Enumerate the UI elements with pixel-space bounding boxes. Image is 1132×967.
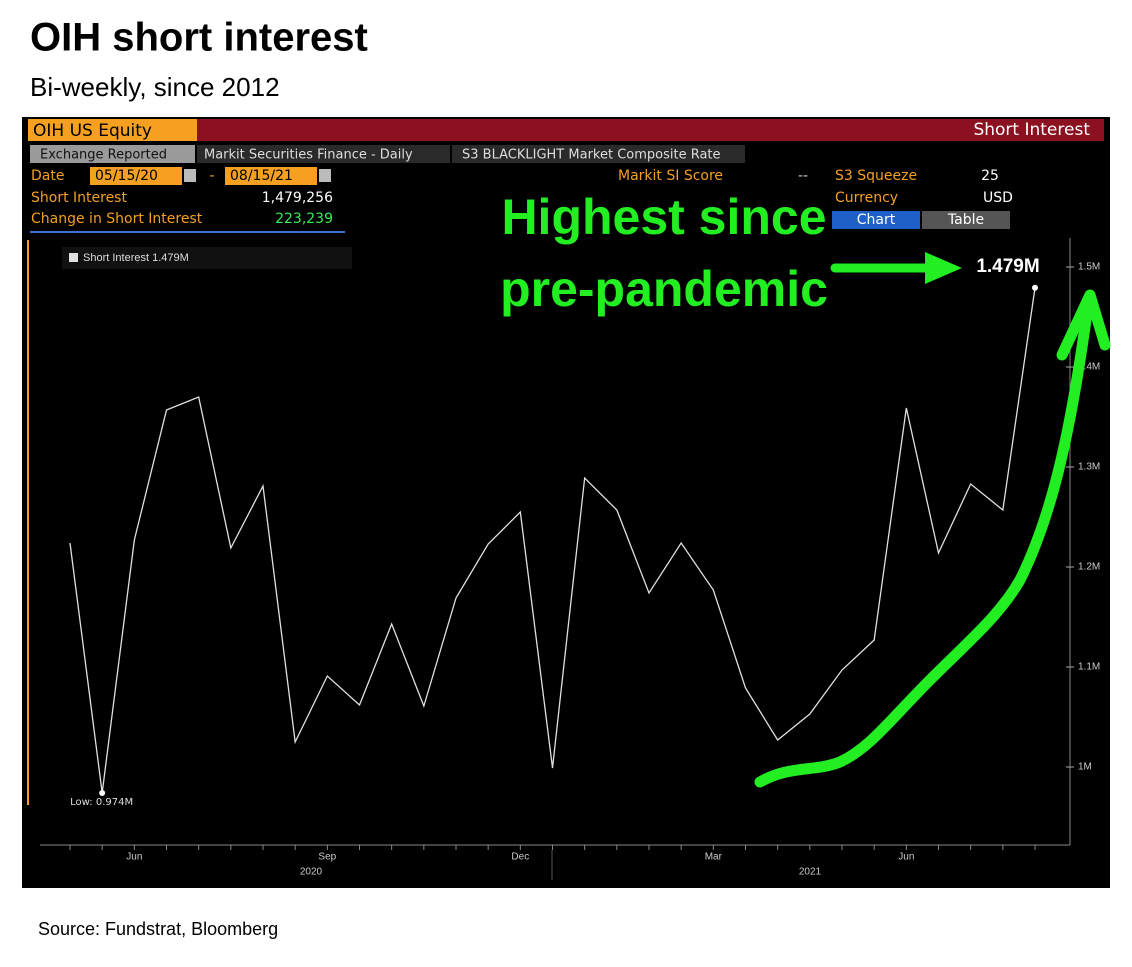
tab-label[interactable]: Markit Securities Finance - Daily <box>204 148 413 163</box>
x-tick-label: Jun <box>126 852 142 863</box>
arrowhead <box>1056 289 1111 361</box>
function-name: Short Interest <box>973 120 1090 140</box>
field-value: 223,239 <box>275 211 333 227</box>
date-to[interactable]: 08/15/21 <box>230 168 293 184</box>
button[interactable] <box>832 211 920 229</box>
field-value: USD <box>983 190 1013 206</box>
green-annotation: Highest since pre-pandemic <box>500 189 1111 788</box>
y-tick-label: 1.5M <box>1078 262 1100 273</box>
legend-box <box>62 247 352 269</box>
field-label: Change in Short Interest <box>31 211 203 227</box>
button[interactable] <box>922 211 1010 229</box>
title: OIH short interest <box>30 16 368 60</box>
y-tick-label: 1.4M <box>1078 362 1100 373</box>
button-label[interactable]: Chart <box>857 212 896 228</box>
arrowhead <box>925 252 962 284</box>
field-label: Date <box>31 168 64 184</box>
calendar-icon[interactable] <box>184 169 196 182</box>
field-label: S3 Squeeze <box>835 168 917 184</box>
plot: 1M 1.1M 1.2M 1.3M 1.4M 1.5M Jun Sep Dec Mar Jun 202… <box>69 252 1100 880</box>
value-label: Low: 0.974M <box>70 797 133 808</box>
legend-swatch <box>69 253 78 262</box>
date-sep: - <box>209 168 214 184</box>
date-from[interactable]: 05/15/20 <box>95 168 158 184</box>
button-label[interactable]: Table <box>947 212 984 228</box>
y-tick-label: 1.1M <box>1078 662 1100 673</box>
y-tick-label: 1.2M <box>1078 562 1100 573</box>
y-tick-label: 1M <box>1078 762 1092 773</box>
x-tick-label: Sep <box>318 852 336 863</box>
header-bar <box>197 119 1104 141</box>
field-value: -- <box>798 168 808 184</box>
year-label: 2020 <box>300 867 323 878</box>
curved-arrow <box>754 299 1094 788</box>
security-box <box>28 119 197 141</box>
x-tick-label: Mar <box>705 852 723 863</box>
legend-label: Short Interest 1.479M <box>83 252 189 264</box>
source: Source: Fundstrat, Bloomberg <box>38 919 278 939</box>
field-label: Short Interest <box>31 190 127 206</box>
tab[interactable] <box>197 145 450 163</box>
date-box[interactable] <box>225 167 317 185</box>
subtitle: Bi-weekly, since 2012 <box>30 72 280 102</box>
field-value: 1,479,256 <box>262 190 333 206</box>
tab[interactable] <box>30 145 195 163</box>
date-box[interactable] <box>90 167 182 185</box>
annotation-text: Highest since <box>501 189 826 245</box>
x-tick-label: Jun <box>898 852 914 863</box>
tab-label[interactable]: S3 BLACKLIGHT Market Composite Rate <box>462 148 721 163</box>
annotation-text: pre-pandemic <box>500 261 828 317</box>
field-value: 25 <box>981 168 999 184</box>
year-label: 2021 <box>799 867 822 878</box>
field-label: Markit SI Score <box>618 168 723 184</box>
security: OIH US Equity <box>33 121 152 141</box>
calendar-icon[interactable] <box>319 169 331 182</box>
series-line <box>69 287 1036 794</box>
y-tick-label: 1.3M <box>1078 462 1100 473</box>
point <box>99 790 106 796</box>
terminal-bg <box>22 117 1110 888</box>
field-label: Currency <box>835 190 898 206</box>
tab-label[interactable]: Exchange Reported <box>40 148 167 163</box>
value-label: 1.479M <box>976 256 1039 277</box>
point <box>1032 284 1038 291</box>
tab[interactable] <box>452 145 745 163</box>
x-tick-label: Dec <box>511 852 529 863</box>
